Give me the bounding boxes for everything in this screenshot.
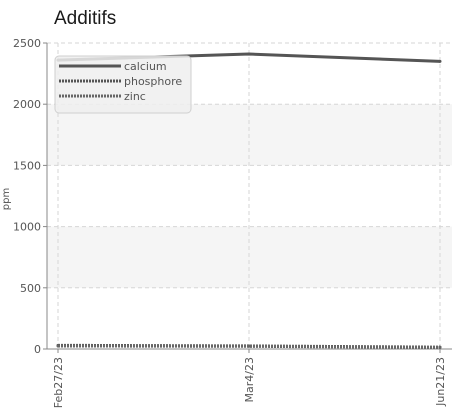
y-tick-label: 1000 xyxy=(13,221,41,234)
y-tick-label: 0 xyxy=(34,343,41,356)
y-tick-label: 2000 xyxy=(13,98,41,111)
data-point-zinc xyxy=(56,344,60,348)
x-tick-label: Mar4/23 xyxy=(243,357,256,402)
data-point-zinc xyxy=(438,346,442,350)
legend-box xyxy=(54,55,192,114)
data-point-zinc xyxy=(247,344,251,348)
y-tick-label: 1500 xyxy=(13,159,41,172)
legend-label-zinc: zinc xyxy=(124,90,146,103)
series-line-zinc xyxy=(57,344,441,350)
data-point-calcium xyxy=(438,59,442,63)
y-axis-label: ppm xyxy=(1,188,12,210)
legend-label-phosphore: phosphore xyxy=(124,75,182,88)
y-tick-label: 2500 xyxy=(13,37,41,50)
legend-label-calcium: calcium xyxy=(124,60,167,73)
chart-title: Additifs xyxy=(54,8,117,29)
data-point-calcium xyxy=(247,52,251,56)
x-tick-label: Feb27/23 xyxy=(52,357,65,408)
y-tick-label: 500 xyxy=(20,282,41,295)
x-tick-label: Jun21/23 xyxy=(434,357,447,407)
